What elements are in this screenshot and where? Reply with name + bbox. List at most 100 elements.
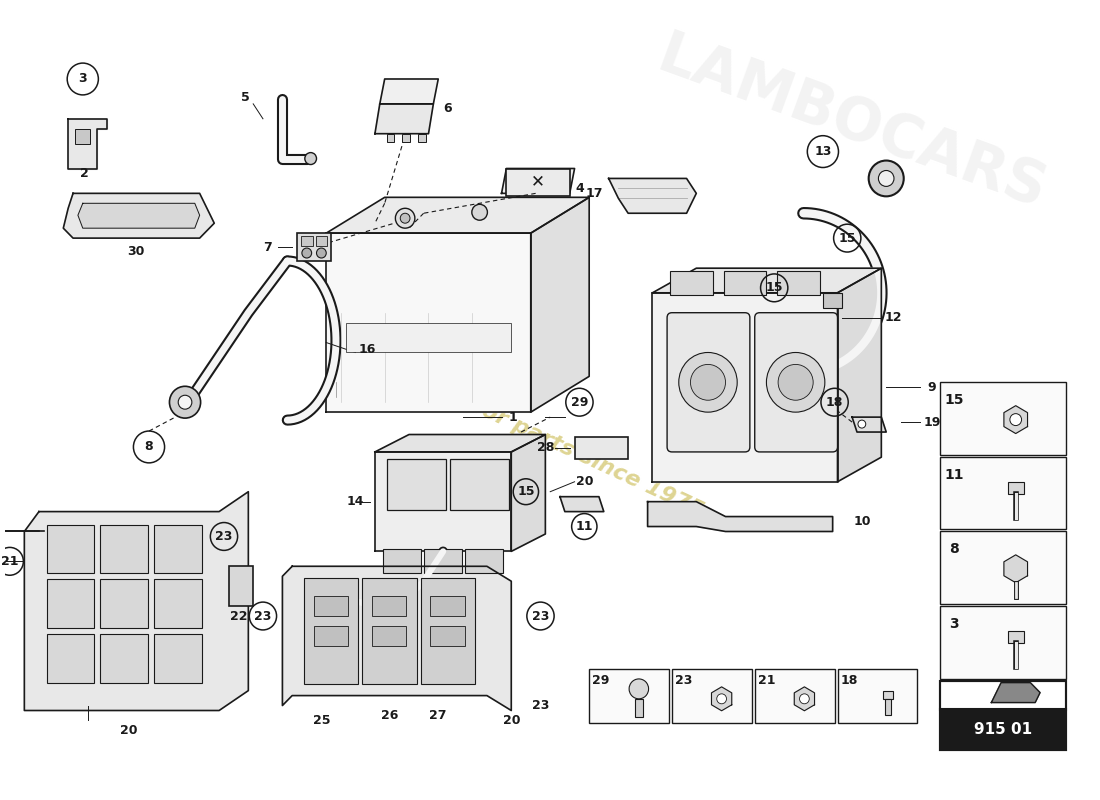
Circle shape xyxy=(169,386,200,418)
Bar xyxy=(372,596,406,616)
Text: 2: 2 xyxy=(80,167,89,180)
FancyBboxPatch shape xyxy=(154,579,201,628)
Text: 915 01: 915 01 xyxy=(974,722,1032,737)
Text: 9: 9 xyxy=(927,381,936,394)
Text: 23: 23 xyxy=(531,610,549,622)
FancyBboxPatch shape xyxy=(667,313,750,452)
Circle shape xyxy=(178,395,191,409)
Polygon shape xyxy=(375,452,512,551)
Polygon shape xyxy=(608,178,696,214)
FancyBboxPatch shape xyxy=(154,525,201,574)
Bar xyxy=(345,322,512,353)
FancyBboxPatch shape xyxy=(47,525,95,574)
Polygon shape xyxy=(24,492,249,710)
FancyBboxPatch shape xyxy=(755,313,837,452)
FancyBboxPatch shape xyxy=(100,579,148,628)
Circle shape xyxy=(858,420,866,428)
Text: 8: 8 xyxy=(949,542,959,556)
Circle shape xyxy=(691,365,726,400)
Bar xyxy=(755,669,835,723)
Bar xyxy=(883,691,893,699)
Text: 28: 28 xyxy=(537,442,554,454)
Text: 13: 13 xyxy=(814,145,832,158)
Polygon shape xyxy=(327,198,590,233)
Text: 12: 12 xyxy=(884,311,902,324)
Polygon shape xyxy=(652,268,881,293)
Bar xyxy=(1008,482,1023,494)
Text: 6: 6 xyxy=(443,102,452,115)
Circle shape xyxy=(790,363,817,391)
Circle shape xyxy=(717,694,726,704)
Polygon shape xyxy=(375,434,546,452)
Text: 22: 22 xyxy=(230,610,248,622)
Text: a passion for parts since 1975: a passion for parts since 1975 xyxy=(355,343,706,521)
Circle shape xyxy=(679,353,737,412)
Text: 27: 27 xyxy=(429,709,447,722)
Circle shape xyxy=(879,170,894,186)
Text: 21: 21 xyxy=(758,674,776,687)
FancyBboxPatch shape xyxy=(383,550,420,574)
Bar xyxy=(316,236,327,246)
Polygon shape xyxy=(712,687,732,710)
Bar xyxy=(939,382,1066,455)
FancyBboxPatch shape xyxy=(47,634,95,682)
Circle shape xyxy=(629,679,649,699)
Polygon shape xyxy=(512,434,546,551)
Text: 5: 5 xyxy=(241,91,250,104)
Polygon shape xyxy=(375,104,433,134)
Polygon shape xyxy=(852,417,887,432)
Text: 4: 4 xyxy=(575,182,584,195)
Bar xyxy=(301,236,312,246)
Polygon shape xyxy=(794,687,814,710)
Bar xyxy=(430,626,464,646)
Text: 21: 21 xyxy=(1,555,19,568)
Text: 19: 19 xyxy=(923,415,940,429)
FancyBboxPatch shape xyxy=(724,271,767,295)
Bar xyxy=(590,669,669,723)
FancyBboxPatch shape xyxy=(100,525,148,574)
Text: LAMBOCARS: LAMBOCARS xyxy=(650,27,1054,221)
Bar xyxy=(939,681,1066,750)
Circle shape xyxy=(395,208,415,228)
Circle shape xyxy=(798,371,810,383)
Text: 8: 8 xyxy=(145,441,153,454)
Polygon shape xyxy=(327,233,530,412)
Polygon shape xyxy=(991,682,1041,702)
FancyBboxPatch shape xyxy=(450,459,509,510)
Text: 10: 10 xyxy=(854,515,870,528)
FancyBboxPatch shape xyxy=(420,578,475,684)
Polygon shape xyxy=(68,118,107,169)
Circle shape xyxy=(1010,414,1022,426)
Polygon shape xyxy=(1004,406,1027,434)
Text: 11: 11 xyxy=(945,468,964,482)
Polygon shape xyxy=(78,203,199,228)
Circle shape xyxy=(767,353,825,412)
Polygon shape xyxy=(648,502,833,531)
FancyBboxPatch shape xyxy=(154,634,201,682)
Bar xyxy=(635,699,642,717)
FancyBboxPatch shape xyxy=(464,550,503,574)
Bar xyxy=(1008,631,1023,643)
Bar xyxy=(506,169,570,196)
Text: 18: 18 xyxy=(840,674,858,687)
Polygon shape xyxy=(64,194,215,238)
Bar xyxy=(939,457,1066,530)
Bar xyxy=(229,566,253,606)
Bar xyxy=(672,669,751,723)
Polygon shape xyxy=(283,566,512,710)
Text: 29: 29 xyxy=(592,674,609,687)
Bar xyxy=(939,606,1066,678)
Text: 7: 7 xyxy=(263,241,272,254)
Bar xyxy=(886,699,891,714)
Bar xyxy=(314,596,348,616)
Text: 16: 16 xyxy=(359,343,376,356)
Bar xyxy=(314,626,348,646)
Text: 18: 18 xyxy=(826,396,844,409)
Text: 23: 23 xyxy=(531,699,549,712)
Text: 23: 23 xyxy=(675,674,692,687)
Bar xyxy=(574,437,628,459)
FancyBboxPatch shape xyxy=(670,271,713,295)
Bar xyxy=(430,596,464,616)
Text: 3: 3 xyxy=(78,73,87,86)
FancyBboxPatch shape xyxy=(362,578,417,684)
